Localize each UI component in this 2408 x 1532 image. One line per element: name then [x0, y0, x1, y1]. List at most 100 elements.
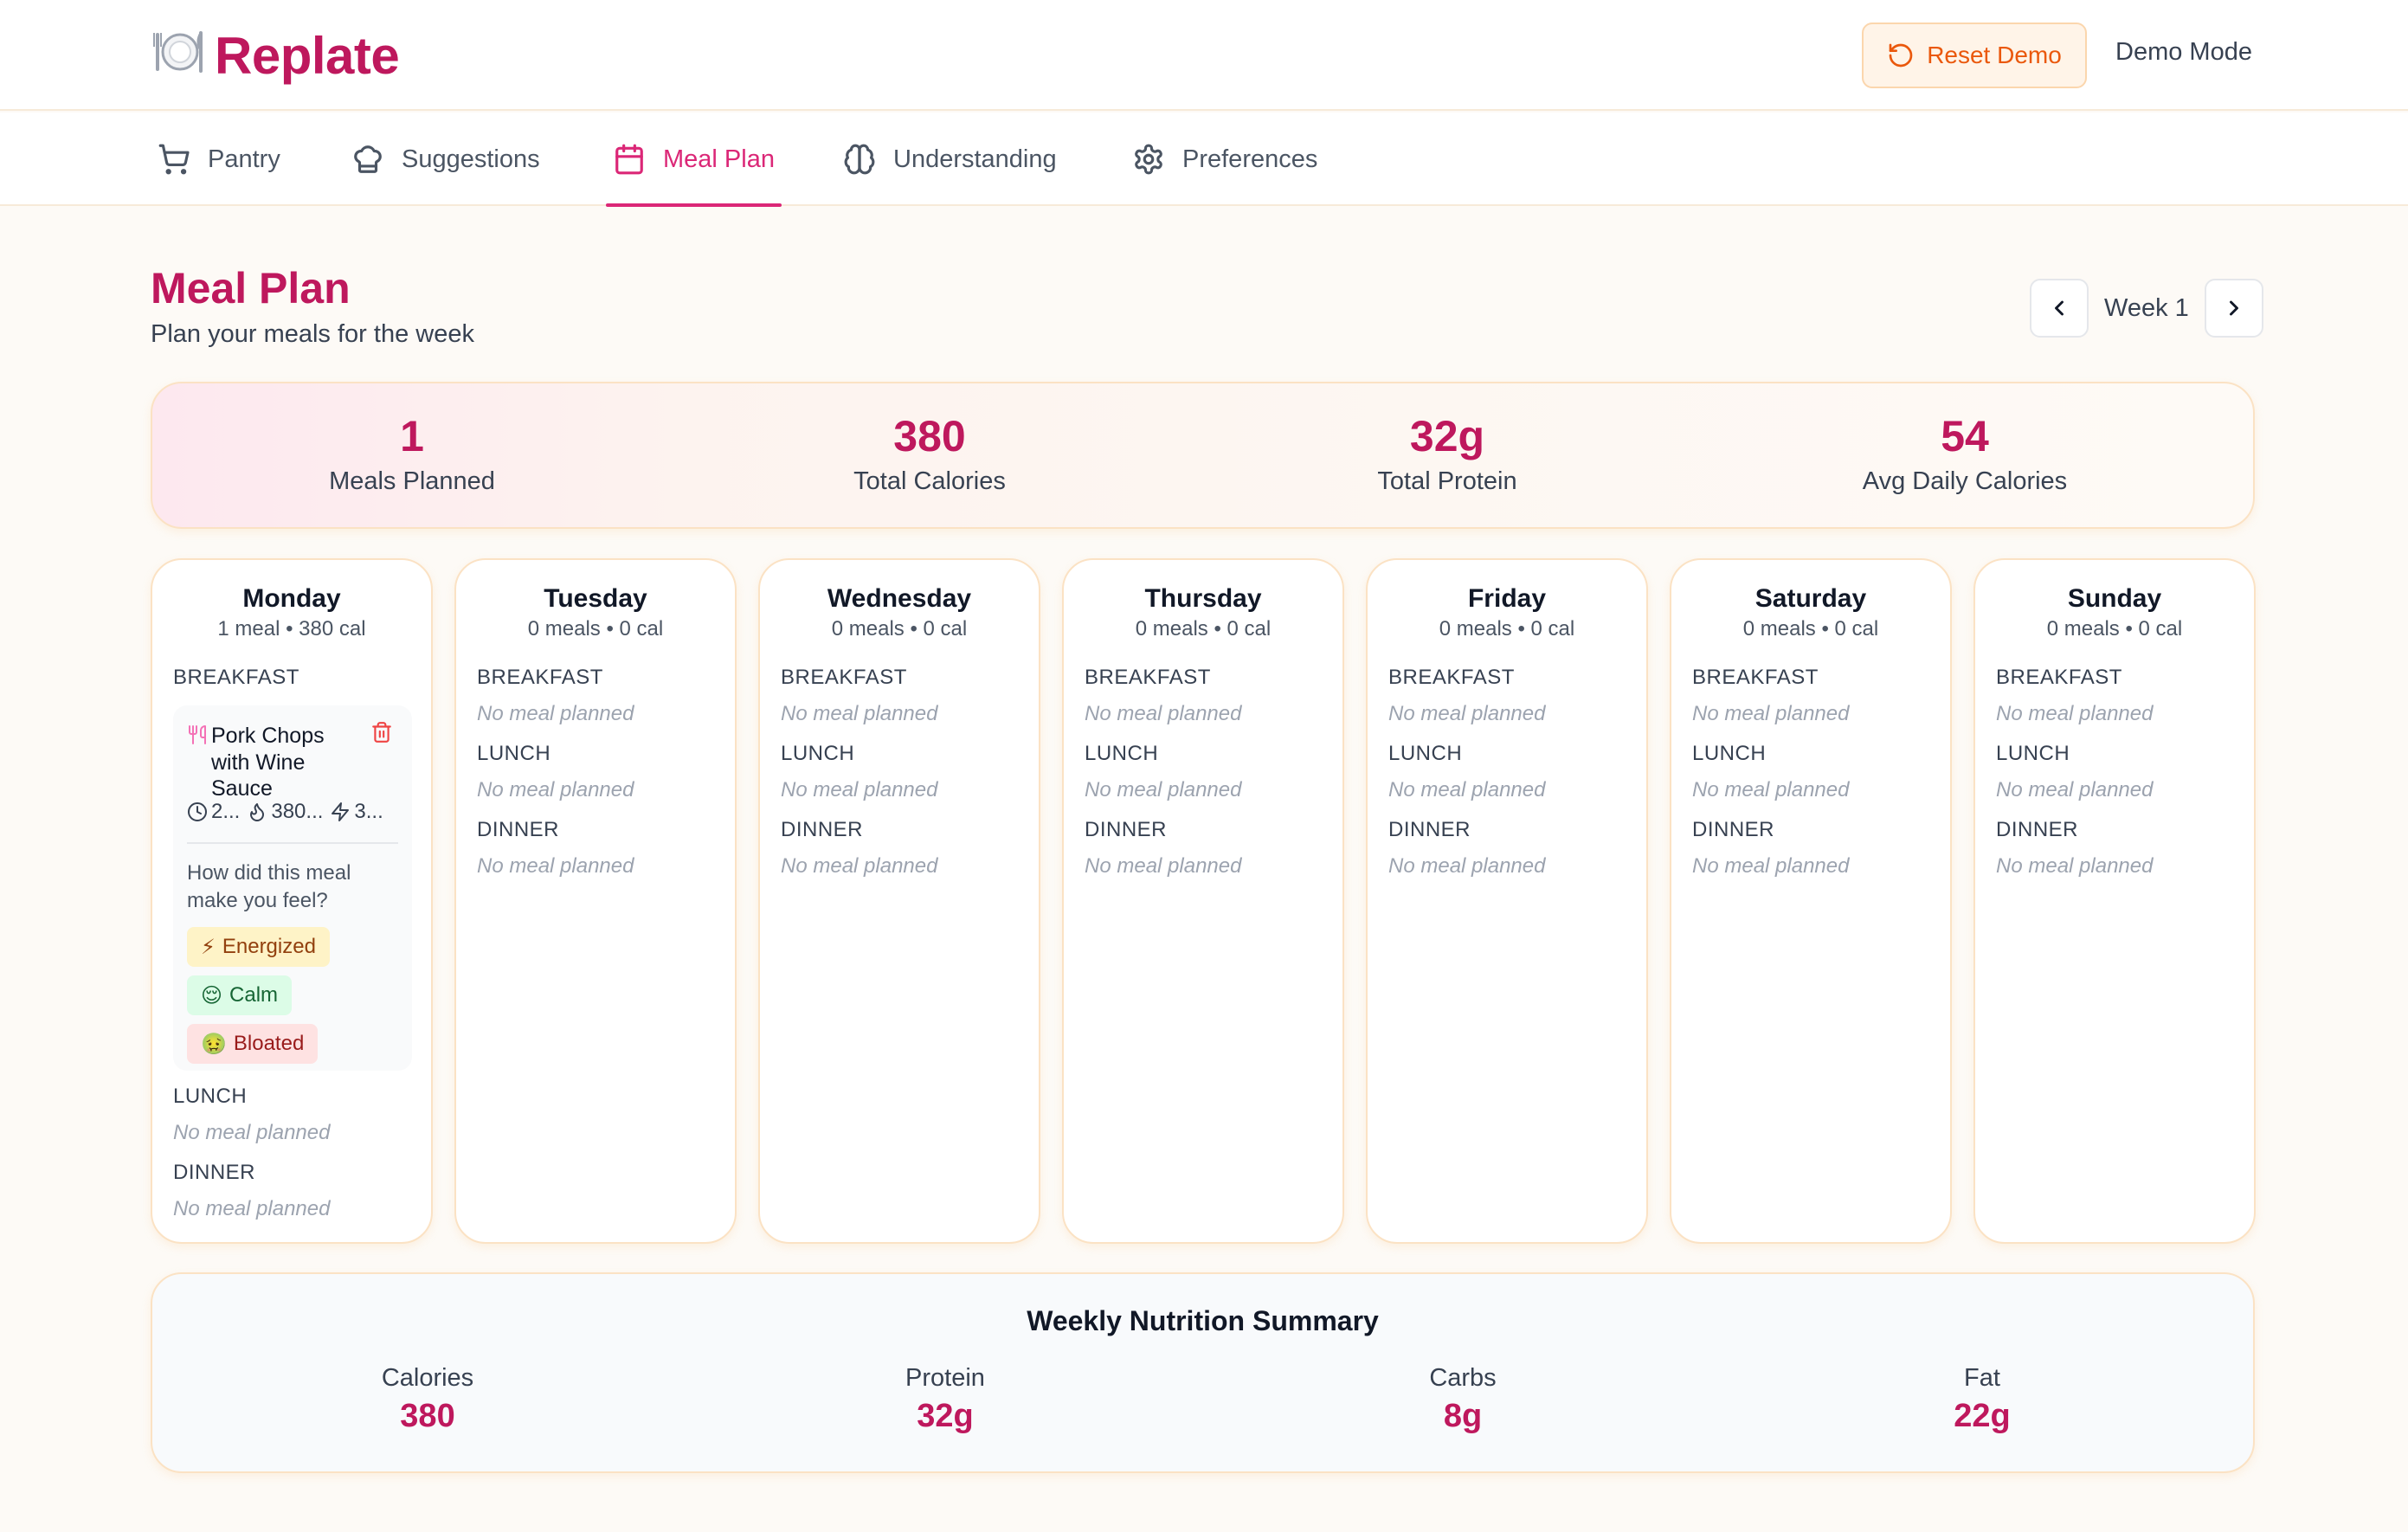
day-name: Friday [1467, 584, 1547, 613]
stat-total-protein: 32g Total Protein [1188, 413, 1707, 496]
slot-label-dinner: DINNER [1996, 818, 2079, 841]
page-subtitle: Plan your meals for the week [151, 320, 474, 348]
stat-label: Total Protein [1377, 467, 1517, 495]
stat-value: 380 [893, 412, 966, 460]
relieved-face-icon: 😌 [201, 983, 223, 1007]
week-navigator: Week 1 [2030, 279, 2263, 338]
lightning-icon: ⚡ [201, 935, 216, 959]
slot-label-lunch: LUNCH [1692, 742, 1767, 765]
reset-demo-button[interactable]: Reset Demo [1862, 23, 2087, 88]
meal-card[interactable]: Pork Chops with Wine Sauce 2... 380... 3… [173, 705, 412, 1071]
day-name: Wednesday [827, 584, 972, 613]
stats-summary: 1 Meals Planned 380 Total Calories 32g T… [151, 382, 2255, 529]
slot-label-breakfast: BREAKFAST [1692, 666, 1819, 689]
empty-slot: No meal planned [173, 1197, 331, 1220]
slot-label-lunch: LUNCH [781, 742, 855, 765]
weekly-summary-title: Weekly Nutrition Summary [1027, 1305, 1379, 1336]
empty-slot: No meal planned [1388, 702, 1546, 725]
day-summary: 0 meals • 0 cal [2046, 617, 2183, 640]
tab-suggestions[interactable]: Suggestions [351, 113, 540, 206]
rotate-ccw-icon [1889, 43, 1913, 68]
empty-slot: No meal planned [1996, 854, 2154, 878]
day-name: Monday [242, 584, 341, 613]
day-card-sunday: Sunday 0 meals • 0 cal BREAKFAST No meal… [1973, 558, 2256, 1244]
slot-label-dinner: DINNER [477, 818, 560, 841]
nutrient-value: 380 [400, 1398, 455, 1434]
demo-mode-label: Demo Mode [2115, 38, 2252, 66]
empty-slot: No meal planned [477, 854, 634, 878]
day-name: Tuesday [544, 584, 647, 613]
day-card-saturday: Saturday 0 meals • 0 cal BREAKFAST No me… [1670, 558, 1952, 1244]
chevron-left-icon [2055, 300, 2064, 316]
cart-icon [158, 144, 190, 175]
tab-pantry[interactable]: Pantry [158, 113, 280, 206]
trash-icon[interactable] [370, 721, 393, 743]
slot-label-dinner: DINNER [1692, 818, 1775, 841]
nutrient-value: 32g [917, 1398, 974, 1434]
empty-slot: No meal planned [1692, 854, 1850, 878]
nutrient-label: Protein [905, 1364, 985, 1392]
day-card-friday: Friday 0 meals • 0 cal BREAKFAST No meal… [1366, 558, 1648, 1244]
day-summary: 0 meals • 0 cal [527, 617, 664, 640]
slot-label-breakfast: BREAKFAST [781, 666, 907, 689]
feel-question: How did this meal make you feel? [187, 861, 351, 913]
chevron-right-icon [2229, 300, 2238, 316]
meal-calories: 380... [271, 800, 324, 823]
empty-slot: No meal planned [1085, 778, 1242, 801]
day-name: Sunday [2067, 584, 2162, 613]
feeling-label: Energized [222, 935, 316, 958]
app-header: Replate Reset Demo Demo Mode [0, 0, 2408, 111]
slot-label-lunch: LUNCH [173, 1085, 248, 1108]
tab-understanding-label: Understanding [893, 145, 1057, 173]
nutrient-value: 22g [1954, 1398, 2011, 1434]
empty-slot: No meal planned [1388, 854, 1546, 878]
weekly-calories: Calories 380 [254, 1364, 601, 1435]
feeling-label: Calm [229, 983, 279, 1007]
stat-value: 54 [1941, 412, 1989, 460]
tab-understanding[interactable]: Understanding [843, 113, 1057, 206]
previous-week-button[interactable] [2030, 279, 2089, 338]
app-logo[interactable]: Replate [151, 24, 400, 87]
chef-hat-icon [354, 145, 382, 173]
tab-pantry-label: Pantry [208, 145, 280, 173]
stat-value: 1 [400, 412, 424, 460]
tab-suggestions-label: Suggestions [402, 145, 540, 173]
meal-energy: 3... [354, 800, 383, 823]
empty-slot: No meal planned [1085, 702, 1242, 725]
empty-slot: No meal planned [1692, 702, 1850, 725]
slot-label-lunch: LUNCH [477, 742, 551, 765]
empty-slot: No meal planned [781, 778, 938, 801]
stat-label: Meals Planned [329, 467, 495, 495]
plate-icon [151, 24, 206, 87]
weekly-protein: Protein 32g [772, 1364, 1118, 1435]
page-title: Meal Plan [151, 264, 351, 312]
tab-meal-plan[interactable]: Meal Plan [606, 113, 782, 207]
slot-label-breakfast: BREAKFAST [1996, 666, 2122, 689]
empty-slot: No meal planned [477, 778, 634, 801]
slot-label-breakfast: BREAKFAST [1085, 666, 1211, 689]
gear-icon [1135, 144, 1162, 175]
empty-slot: No meal planned [173, 1121, 331, 1144]
feeling-energized-button[interactable]: ⚡ Energized [187, 927, 330, 967]
day-summary: 0 meals • 0 cal [1439, 617, 1575, 640]
stat-label: Avg Daily Calories [1862, 467, 2068, 495]
main-nav: Pantry Suggestions Meal Plan Understandi… [0, 113, 2408, 207]
stat-avg-daily-calories: 54 Avg Daily Calories [1705, 413, 2225, 496]
reset-demo-label: Reset Demo [1927, 42, 2062, 68]
stat-meals-planned: 1 Meals Planned [152, 413, 672, 496]
nutrient-label: Calories [381, 1364, 474, 1392]
slot-label-breakfast: BREAKFAST [173, 666, 299, 689]
slot-label-lunch: LUNCH [1996, 742, 2070, 765]
feeling-bloated-button[interactable]: 🤢 Bloated [187, 1024, 319, 1064]
weekly-nutrition-summary: Weekly Nutrition Summary Calories 380 Pr… [151, 1272, 2255, 1473]
utensils-icon [189, 725, 206, 744]
tab-preferences[interactable]: Preferences [1132, 113, 1317, 206]
stat-value: 32g [1409, 412, 1485, 460]
flame-icon [250, 803, 265, 821]
nauseated-face-icon: 🤢 [201, 1032, 227, 1056]
feeling-calm-button[interactable]: 😌 Calm [187, 975, 293, 1015]
slot-label-dinner: DINNER [173, 1161, 256, 1184]
tab-preferences-label: Preferences [1182, 145, 1318, 173]
day-card-monday: Monday 1 meal • 380 cal BREAKFAST Pork C… [151, 558, 433, 1244]
next-week-button[interactable] [2204, 279, 2263, 338]
